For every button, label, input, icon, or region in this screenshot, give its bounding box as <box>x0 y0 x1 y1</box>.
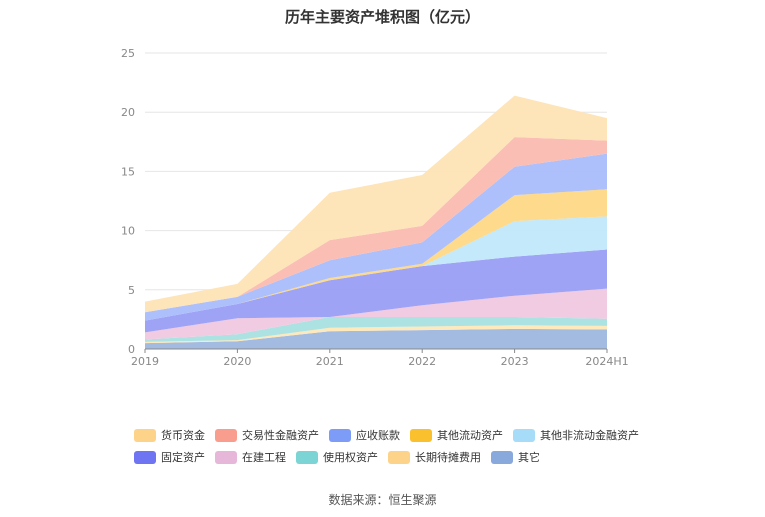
x-tick-label: 2021 <box>316 355 344 368</box>
chart-title: 历年主要资产堆积图（亿元） <box>284 8 480 26</box>
legend-item[interactable]: 其他流动资产 <box>410 427 503 443</box>
legend-label: 长期待摊费用 <box>415 451 481 464</box>
legend-swatch <box>513 428 535 442</box>
legend-swatch <box>491 450 513 464</box>
x-tick-label: 2019 <box>131 355 159 368</box>
area-series-4 <box>145 249 607 333</box>
legend-item[interactable]: 其它 <box>491 449 540 465</box>
x-tick-label: 2022 <box>408 355 436 368</box>
y-tick-label: 15 <box>121 165 135 178</box>
legend-item[interactable]: 交易性金融资产 <box>215 427 319 443</box>
legend-row: 固定资产 在建工程 使用权资产 长期待摊费用 其它 <box>134 446 654 468</box>
y-tick-label: 25 <box>121 47 135 60</box>
legend-label: 使用权资产 <box>323 451 378 464</box>
x-tick-label: 2024H1 <box>585 355 628 368</box>
y-tick-label: 20 <box>121 106 135 119</box>
area-series-0 <box>145 328 607 349</box>
legend-item[interactable]: 应收账款 <box>329 427 400 443</box>
area-series <box>145 95 607 349</box>
legend-row: 货币资金 交易性金融资产 应收账款 其他流动资产 其他非流动金融资产 <box>134 424 654 446</box>
legend-swatch <box>134 428 156 442</box>
legend-swatch <box>388 450 410 464</box>
legend-swatch <box>329 428 351 442</box>
area-series-3 <box>145 288 607 340</box>
legend-swatch <box>296 450 318 464</box>
legend-item[interactable]: 固定资产 <box>134 449 205 465</box>
area-series-1 <box>145 325 607 344</box>
axes: 0 5 10 15 20 25 2019 2020 2021 2022 2023 2024H1 <box>121 47 629 368</box>
area-series-7 <box>145 153 607 321</box>
area-series-6 <box>145 189 607 321</box>
y-tick-label: 10 <box>121 225 135 238</box>
legend-label: 其他非流动金融资产 <box>540 429 639 442</box>
legend-item[interactable]: 长期待摊费用 <box>388 449 481 465</box>
y-tick-label: 0 <box>128 343 135 356</box>
legend-label: 货币资金 <box>161 429 205 442</box>
area-series-5 <box>145 216 607 321</box>
legend-label: 应收账款 <box>356 429 400 442</box>
legend-swatch <box>215 428 237 442</box>
legend-label: 其它 <box>518 451 540 464</box>
legend: 货币资金 交易性金融资产 应收账款 其他流动资产 其他非流动金融资产固定资产 在建工程 使用… <box>134 424 654 468</box>
legend-label: 在建工程 <box>242 451 286 464</box>
x-tick-label: 2023 <box>501 355 529 368</box>
legend-item[interactable]: 其他非流动金融资产 <box>513 427 639 443</box>
x-tick-label: 2020 <box>223 355 251 368</box>
area-series-8 <box>145 137 607 313</box>
legend-swatch <box>215 450 237 464</box>
legend-label: 其他流动资产 <box>437 429 503 442</box>
area-series-2 <box>145 317 607 342</box>
legend-item[interactable]: 使用权资产 <box>296 449 378 465</box>
legend-label: 固定资产 <box>161 451 205 464</box>
legend-swatch <box>134 450 156 464</box>
legend-label: 交易性金融资产 <box>242 429 319 442</box>
legend-item[interactable]: 在建工程 <box>215 449 286 465</box>
legend-swatch <box>410 428 432 442</box>
area-series-9 <box>145 95 607 313</box>
source-note: 数据来源：恒生聚源 <box>328 493 437 507</box>
y-tick-label: 5 <box>128 284 135 297</box>
legend-item[interactable]: 货币资金 <box>134 427 205 443</box>
